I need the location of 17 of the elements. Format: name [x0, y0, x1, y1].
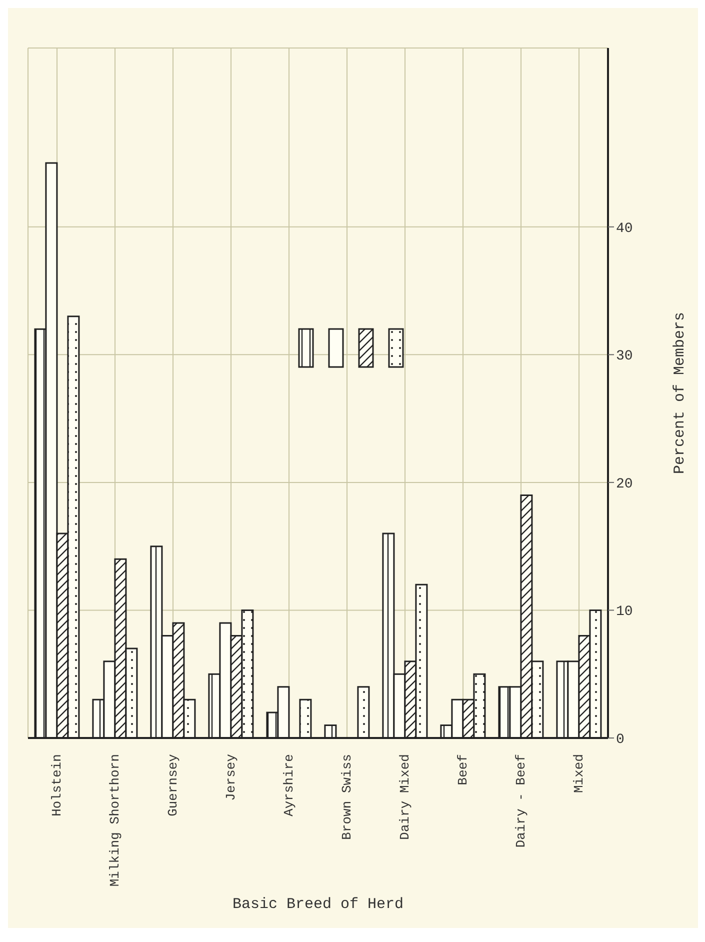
- y-tick-label: 0: [616, 732, 624, 748]
- x-tick-label: Beef: [456, 754, 470, 786]
- x-tick-label: Dairy - Beef: [514, 754, 528, 848]
- x-tick-label: Mixed: [572, 754, 586, 794]
- y-axis-title: Percent of Members: [671, 312, 688, 474]
- y-tick-label: 40: [616, 220, 633, 237]
- x-tick-label: Holstein: [50, 754, 64, 816]
- x-tick-label: Dairy Mixed: [398, 754, 412, 840]
- y-tick-label: 30: [616, 348, 633, 365]
- y-tick-label: 10: [616, 604, 633, 620]
- x-axis-title: Basic Breed of Herd: [232, 896, 404, 913]
- x-tick-label: Milking Shorthorn: [108, 754, 122, 887]
- x-tick-label: Jersey: [224, 754, 238, 801]
- x-tick-label: Ayrshire: [282, 754, 296, 816]
- y-tick-label: 20: [616, 476, 633, 492]
- x-tick-label: Brown Swiss: [340, 754, 354, 840]
- x-tick-label: Guernsey: [166, 754, 180, 816]
